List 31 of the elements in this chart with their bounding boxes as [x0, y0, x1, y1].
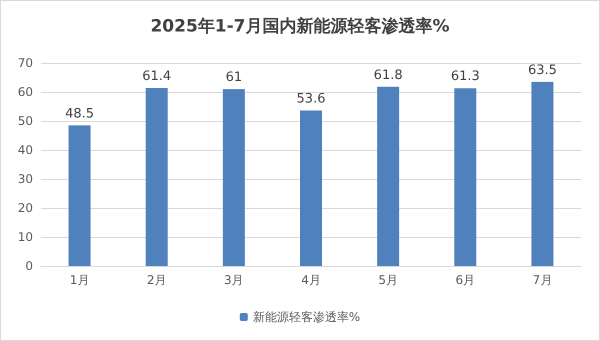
legend-label: 新能源轻客渗透率%: [252, 310, 360, 324]
data-label: 61: [226, 70, 242, 86]
y-tick-label: 30: [18, 172, 33, 186]
data-label: 61.8: [374, 68, 403, 83]
x-tick-label: 5月: [378, 273, 398, 287]
data-label: 61.3: [450, 69, 480, 84]
x-tick-label: 3月: [224, 273, 244, 287]
y-tick-label: 50: [18, 114, 33, 128]
x-tick-label: 7月: [532, 273, 552, 287]
bar: [531, 82, 554, 266]
bar: [300, 110, 322, 266]
y-tick-label: 10: [18, 230, 33, 244]
x-tick-label: 1月: [70, 273, 90, 287]
x-tick-label: 2月: [146, 273, 167, 287]
y-tick-label: 20: [18, 201, 33, 215]
y-tick-label: 60: [18, 85, 33, 99]
y-tick-label: 0: [25, 259, 33, 273]
bar: [222, 89, 245, 266]
x-tick-label: 6月: [455, 273, 476, 287]
bar: [454, 88, 476, 266]
data-label: 48.5: [65, 106, 94, 122]
data-label: 53.6: [296, 92, 326, 107]
bar: [68, 125, 91, 266]
y-tick-label: 70: [18, 56, 33, 70]
bar: [377, 86, 400, 266]
data-label: 61.4: [142, 68, 172, 84]
x-tick-label: 4月: [301, 273, 321, 287]
bar: [146, 88, 168, 266]
data-label: 63.5: [528, 62, 557, 78]
y-tick-label: 40: [18, 143, 33, 157]
chart-title: 2025年1-7月国内新能源轻客渗透率%: [150, 16, 450, 36]
